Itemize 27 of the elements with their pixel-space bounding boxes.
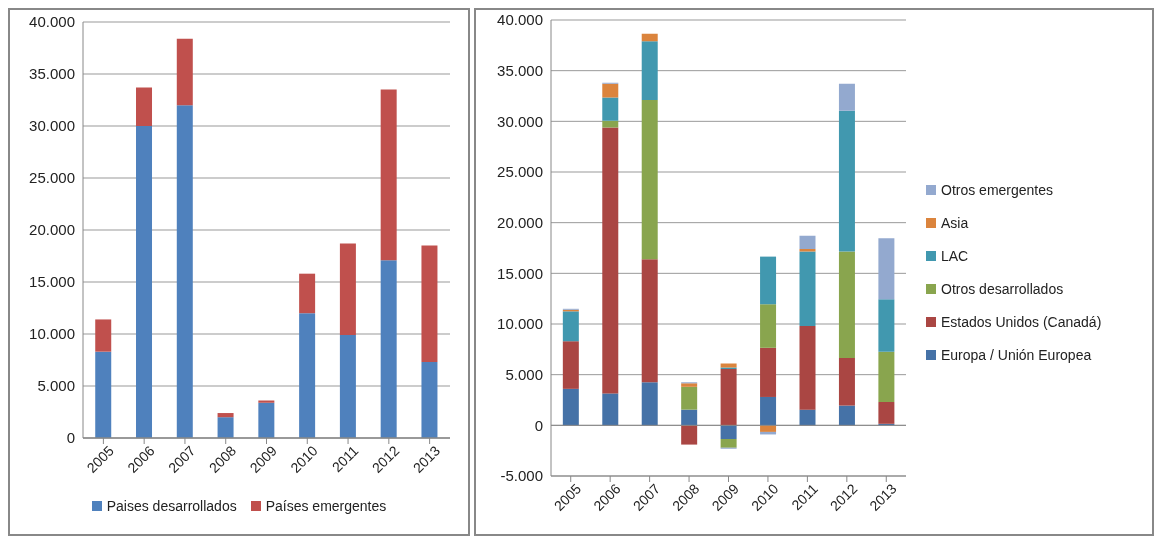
y-tick-label: 10.000 bbox=[497, 315, 543, 333]
y-tick-label: 35.000 bbox=[497, 61, 543, 79]
legend-label: LAC bbox=[941, 247, 969, 264]
y-tick-label: 25.000 bbox=[29, 169, 75, 187]
legend-label: Estados Unidos (Canadá) bbox=[941, 313, 1102, 330]
y-tick-label: 20.000 bbox=[497, 213, 543, 231]
legend-label: Europa / Unión Europea bbox=[941, 346, 1092, 363]
y-tick-label: 10.000 bbox=[29, 325, 75, 343]
y-tick-label: 35.000 bbox=[29, 65, 75, 83]
y-tick-label: -5.000 bbox=[500, 467, 543, 485]
y-tick-label: 15.000 bbox=[29, 273, 75, 291]
y-tick-label: 5.000 bbox=[37, 377, 75, 395]
y-tick-label: 30.000 bbox=[29, 117, 75, 135]
y-tick-label: 25.000 bbox=[497, 163, 543, 181]
y-tick-label: 0 bbox=[66, 429, 75, 447]
legend-label: Países emergentes bbox=[265, 498, 387, 514]
y-tick-label: 0 bbox=[534, 416, 543, 434]
y-tick-label: 5.000 bbox=[505, 365, 543, 383]
legend-label: Otros desarrollados bbox=[941, 280, 1064, 297]
legend-label: Otros emergentes bbox=[941, 181, 1054, 198]
legend-label: Paises desarrollados bbox=[106, 498, 237, 514]
legend-label: Asia bbox=[941, 214, 969, 231]
y-tick-label: 15.000 bbox=[497, 264, 543, 282]
y-tick-label: 20.000 bbox=[29, 221, 75, 239]
y-tick-label: 40.000 bbox=[29, 13, 75, 31]
y-tick-label: 40.000 bbox=[497, 11, 543, 29]
y-tick-label: 30.000 bbox=[497, 112, 543, 130]
